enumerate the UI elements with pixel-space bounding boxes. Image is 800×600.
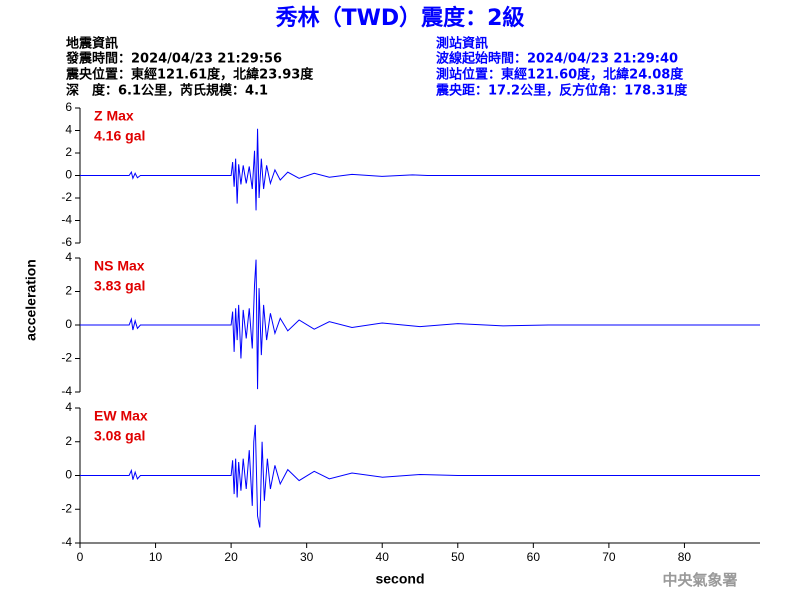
annotation: NS Max (94, 258, 145, 274)
x-tick-label: 50 (451, 550, 465, 564)
y-tick-label: 6 (65, 100, 72, 114)
trace (80, 259, 760, 390)
x-tick-label: 0 (77, 550, 84, 564)
annotation: Z Max (94, 108, 134, 124)
info: 深 度：6.1公里，芮氏規模：4.1 (66, 83, 268, 99)
y-tick-label: -4 (61, 384, 72, 398)
y-tick-label: 4 (65, 250, 72, 264)
x-tick-label: 20 (224, 550, 238, 564)
trace (80, 424, 760, 528)
info: 發震時間：2024/04/23 21:29:56 (65, 51, 282, 67)
annotation: 3.08 gal (94, 428, 145, 444)
info: 波線起始時間：2024/04/23 21:29:40 (436, 51, 678, 67)
annotation: EW Max (94, 408, 148, 424)
y-tick-label: 0 (65, 317, 72, 331)
info: 測站位置：東經121.60度，北緯24.08度 (436, 67, 684, 83)
y-tick-label: -6 (61, 235, 72, 249)
x-tick-label: 30 (300, 550, 314, 564)
x-tick-label: 60 (527, 550, 541, 564)
y-tick-label: 4 (65, 400, 72, 414)
info: 震央距：17.2公里，反方位角：178.31度 (435, 83, 688, 99)
trace (80, 128, 760, 211)
y-tick-label: 2 (65, 284, 72, 298)
y-tick-label: 2 (65, 145, 72, 159)
y-tick-label: -2 (61, 501, 72, 515)
y-tick-label: -4 (61, 213, 72, 227)
annotation: 3.83 gal (94, 278, 145, 294)
x-axis-label: second (375, 571, 424, 587)
y-axis-label: acceleration (23, 259, 39, 341)
y-tick-label: 4 (65, 123, 72, 137)
y-tick-label: -2 (61, 351, 72, 365)
annotation: 4.16 gal (94, 128, 145, 144)
y-tick-label: -2 (61, 190, 72, 204)
info: 測站資訊 (436, 36, 488, 52)
y-tick-label: 2 (65, 434, 72, 448)
footer: 中央氣象署 (662, 571, 737, 589)
y-tick-label: 0 (65, 168, 72, 182)
y-tick-label: 0 (65, 468, 72, 482)
y-tick-label: -4 (61, 535, 72, 549)
title: 秀林（TWD）震度：2級 (275, 5, 525, 31)
info: 震央位置：東經121.61度，北緯23.93度 (65, 67, 314, 83)
x-tick-label: 80 (678, 550, 692, 564)
x-tick-label: 70 (602, 550, 616, 564)
x-tick-label: 40 (376, 550, 390, 564)
info: 地震資訊 (66, 36, 118, 52)
x-tick-label: 10 (149, 550, 163, 564)
